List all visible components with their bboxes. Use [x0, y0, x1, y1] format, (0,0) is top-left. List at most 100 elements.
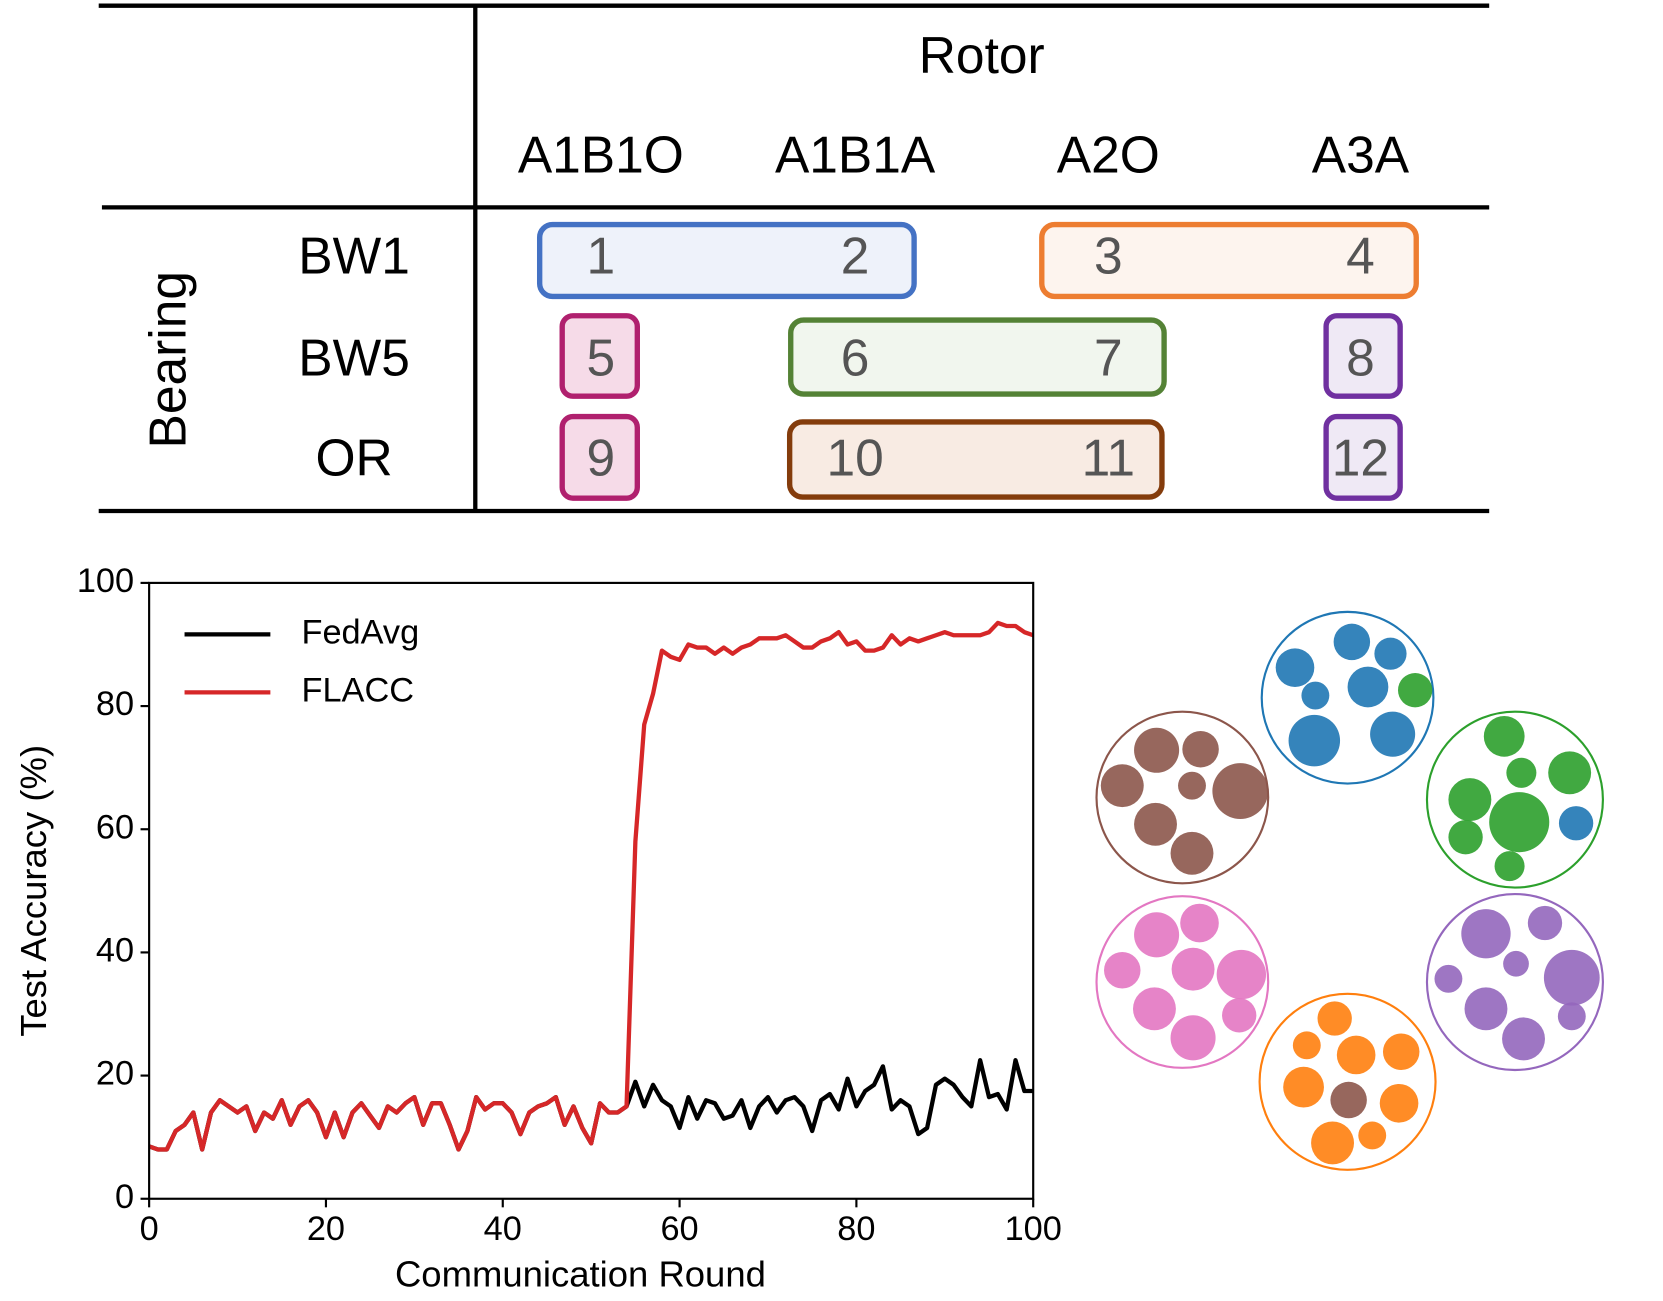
- client: [1434, 964, 1463, 993]
- series-line: [148, 620, 1034, 1152]
- client: [1100, 764, 1144, 808]
- group-box: [788, 317, 1167, 397]
- column-header: A3A: [1312, 126, 1410, 184]
- table-header: Rotor: [919, 26, 1045, 84]
- client: [1104, 951, 1141, 989]
- client: [1333, 623, 1371, 661]
- group-box: [536, 221, 917, 300]
- groups: [536, 221, 1419, 501]
- cluster: [1260, 610, 1435, 785]
- group-box: [786, 419, 1165, 500]
- x-axis-label: Communication Round: [395, 1254, 766, 1295]
- x-tick-label: 20: [307, 1210, 345, 1248]
- x-tick-label: 0: [140, 1210, 159, 1248]
- row-group: Bearing: [138, 271, 196, 448]
- cell: 9: [587, 428, 616, 486]
- client: [1275, 648, 1315, 687]
- row-header: BW1: [298, 227, 410, 285]
- x-tick-label: 80: [837, 1210, 875, 1248]
- client: [1370, 711, 1416, 757]
- client: [1506, 757, 1537, 788]
- y-tick-label: 60: [96, 808, 134, 846]
- client: [1358, 1121, 1387, 1150]
- plot-frame: [148, 581, 1035, 1200]
- client: [1483, 715, 1525, 757]
- cell: 2: [841, 227, 870, 285]
- cluster: [1425, 892, 1604, 1072]
- cluster: [1095, 895, 1270, 1069]
- column-header: A1B1O: [518, 126, 684, 184]
- group-box: [559, 413, 640, 501]
- client: [1171, 947, 1215, 991]
- table: [98, 3, 1490, 514]
- cell: 1: [587, 227, 616, 285]
- x-tick-label: 40: [484, 1210, 522, 1248]
- client: [1494, 851, 1525, 882]
- client: [1503, 950, 1529, 977]
- client: [1557, 1002, 1586, 1031]
- client: [1283, 1066, 1324, 1108]
- client: [1382, 1033, 1420, 1071]
- client: [1212, 763, 1269, 819]
- client: [1180, 903, 1219, 943]
- cell: 6: [841, 328, 870, 386]
- client: [1374, 637, 1407, 670]
- y-tick-label: 100: [77, 562, 134, 600]
- x-tick-label: 60: [660, 1210, 698, 1248]
- client: [1464, 987, 1508, 1031]
- group-box: [1323, 413, 1403, 501]
- client: [1317, 1001, 1352, 1036]
- legend-label: FLACC: [301, 671, 414, 709]
- client: [1347, 666, 1389, 708]
- cell: 12: [1332, 428, 1389, 486]
- cell: 8: [1346, 328, 1375, 386]
- cell: 7: [1094, 328, 1123, 386]
- y-tick-label: 20: [96, 1055, 134, 1093]
- legend-label: FedAvg: [301, 613, 419, 651]
- group-box: [1323, 313, 1403, 399]
- column-header: A2O: [1057, 126, 1160, 184]
- client: [1558, 806, 1594, 841]
- client: [1548, 751, 1592, 795]
- client: [1288, 714, 1341, 767]
- client: [1170, 1015, 1216, 1061]
- client: [1222, 998, 1257, 1033]
- client: [1134, 802, 1177, 846]
- client: [1379, 1083, 1419, 1123]
- client: [1448, 778, 1492, 822]
- y-tick-label: 0: [115, 1178, 134, 1216]
- client: [1178, 771, 1206, 800]
- client: [1336, 1035, 1376, 1075]
- client: [1170, 831, 1214, 875]
- row-header: BW5: [298, 328, 410, 386]
- client: [1216, 949, 1267, 1000]
- cell: 10: [826, 428, 883, 486]
- client: [1311, 1121, 1355, 1165]
- client: [1489, 792, 1550, 853]
- cell: 4: [1346, 227, 1375, 285]
- cluster: [1258, 992, 1437, 1171]
- group-box: [1039, 221, 1419, 300]
- client: [1132, 987, 1176, 1031]
- y-axis-label: Test Accuracy (%): [13, 745, 54, 1037]
- group-box: [559, 313, 640, 399]
- row-header: OR: [315, 428, 392, 486]
- client: [1397, 673, 1433, 708]
- cluster: [1425, 710, 1604, 889]
- column-header: A1B1A: [775, 126, 936, 184]
- client: [1448, 820, 1483, 855]
- client: [1527, 905, 1563, 941]
- client: [1502, 1017, 1545, 1061]
- client: [1292, 1031, 1321, 1060]
- client: [1301, 681, 1330, 710]
- client: [1134, 727, 1180, 773]
- cell: 11: [1082, 428, 1135, 486]
- x-tick-label: 100: [1005, 1210, 1062, 1248]
- client: [1134, 912, 1180, 958]
- client: [1330, 1081, 1367, 1119]
- clusters: [1095, 610, 1604, 1171]
- client: [1543, 949, 1600, 1006]
- cluster: [1095, 710, 1270, 885]
